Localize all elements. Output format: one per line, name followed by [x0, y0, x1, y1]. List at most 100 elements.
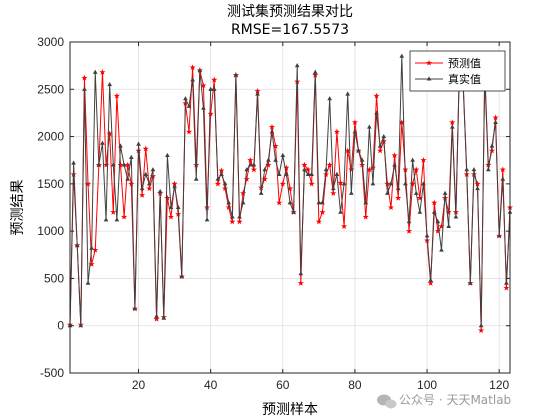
data-point-triangle [294, 63, 300, 68]
data-point-star [330, 190, 337, 196]
data-point-star [142, 145, 149, 152]
data-point-triangle [219, 171, 224, 176]
data-point-star [348, 166, 355, 173]
legend-box [409, 50, 506, 92]
data-point-triangle [421, 181, 426, 186]
data-point-triangle [291, 209, 296, 214]
data-point-star [171, 180, 178, 187]
data-point-triangle [161, 315, 167, 320]
data-point-triangle [302, 167, 307, 172]
data-point-triangle [446, 223, 452, 228]
data-point-star [286, 185, 294, 192]
data-point-star [139, 192, 146, 198]
data-point-triangle [348, 190, 354, 195]
data-point-triangle [208, 86, 213, 91]
data-point-triangle [100, 140, 105, 145]
data-point-star [189, 64, 196, 71]
data-point-star [488, 147, 496, 154]
data-point-triangle [154, 313, 159, 318]
data-point-star [478, 327, 485, 334]
data-point-star [405, 227, 413, 234]
data-point-star [240, 190, 247, 196]
data-point-star [92, 246, 99, 253]
watermark-text: 公众号 · 天天Matlab [399, 393, 511, 407]
data-point-triangle [92, 69, 98, 74]
data-point-triangle [229, 214, 235, 219]
data-point-triangle [237, 214, 242, 219]
data-point-star [434, 227, 441, 234]
series-actual [67, 53, 513, 328]
data-point-star [207, 110, 214, 117]
data-point-triangle [374, 110, 379, 115]
data-point-triangle [255, 91, 260, 96]
data-point-star [319, 209, 326, 215]
data-point-triangle [428, 277, 433, 282]
data-point-star [211, 76, 218, 83]
data-point-triangle [193, 176, 199, 181]
data-point-triangle [179, 273, 185, 279]
data-point-star [445, 209, 452, 215]
data-point-star [146, 185, 153, 192]
y-tick-label: 2000 [37, 130, 64, 144]
data-point-triangle [71, 160, 76, 165]
data-point-star [218, 167, 225, 174]
data-point-star [366, 166, 373, 173]
data-point-triangle [222, 181, 228, 186]
data-point-triangle [345, 91, 351, 96]
data-point-star [377, 147, 384, 154]
data-point-star [333, 128, 340, 135]
data-point-triangle [240, 200, 246, 205]
data-point-star [276, 199, 283, 206]
data-point-triangle [103, 217, 109, 222]
y-tick-label: -500 [40, 366, 64, 380]
data-point-star [395, 194, 402, 201]
data-point-star [431, 199, 438, 206]
data-point-triangle [168, 204, 174, 210]
data-point-star [337, 179, 344, 186]
data-point-triangle [204, 217, 210, 222]
data-point-triangle [266, 157, 271, 162]
y-tick-label: 0 [57, 319, 64, 333]
data-point-triangle [262, 167, 268, 172]
data-point-triangle [172, 184, 177, 189]
data-point-triangle [74, 242, 80, 247]
x-tick-label: 120 [489, 378, 509, 392]
data-point-triangle [359, 157, 365, 162]
data-point-triangle [327, 96, 333, 101]
data-point-triangle [330, 185, 336, 191]
x-tick-label: 100 [417, 378, 437, 392]
data-point-star [88, 261, 95, 267]
chart-subtitle: RMSE=167.5573 [231, 22, 349, 38]
data-point-triangle [504, 280, 509, 285]
data-point-star [222, 185, 229, 192]
data-point-star [398, 119, 405, 125]
legend-marker-triangle [426, 76, 432, 81]
data-point-triangle [89, 245, 94, 250]
data-point-triangle [147, 181, 152, 186]
data-point-triangle [410, 157, 415, 162]
data-point-star [304, 166, 312, 173]
data-point-triangle [183, 96, 188, 101]
data-point-star [99, 69, 106, 75]
data-point-star [326, 161, 333, 168]
data-point-triangle [464, 167, 470, 172]
y-tick-label: 3000 [37, 35, 64, 49]
data-point-star [438, 223, 445, 229]
data-point-star [243, 175, 250, 182]
data-point-star [103, 161, 110, 168]
data-point-triangle [258, 190, 264, 195]
data-point-star [272, 142, 279, 149]
wechat-icon [377, 394, 397, 409]
data-point-star [384, 180, 391, 187]
data-point-triangle [190, 77, 195, 82]
data-point-star [297, 279, 304, 286]
data-point-triangle [417, 209, 423, 214]
y-tick-label: 2500 [37, 82, 64, 96]
data-point-star [391, 152, 398, 159]
data-point-triangle [165, 152, 170, 158]
data-point-triangle [312, 69, 318, 74]
x-tick-label: 60 [276, 378, 290, 392]
data-point-triangle [215, 176, 221, 181]
ticks: 20 40 60 80 100 120 -500 0 500 1000 1500 2000 2500 30… [37, 35, 510, 392]
